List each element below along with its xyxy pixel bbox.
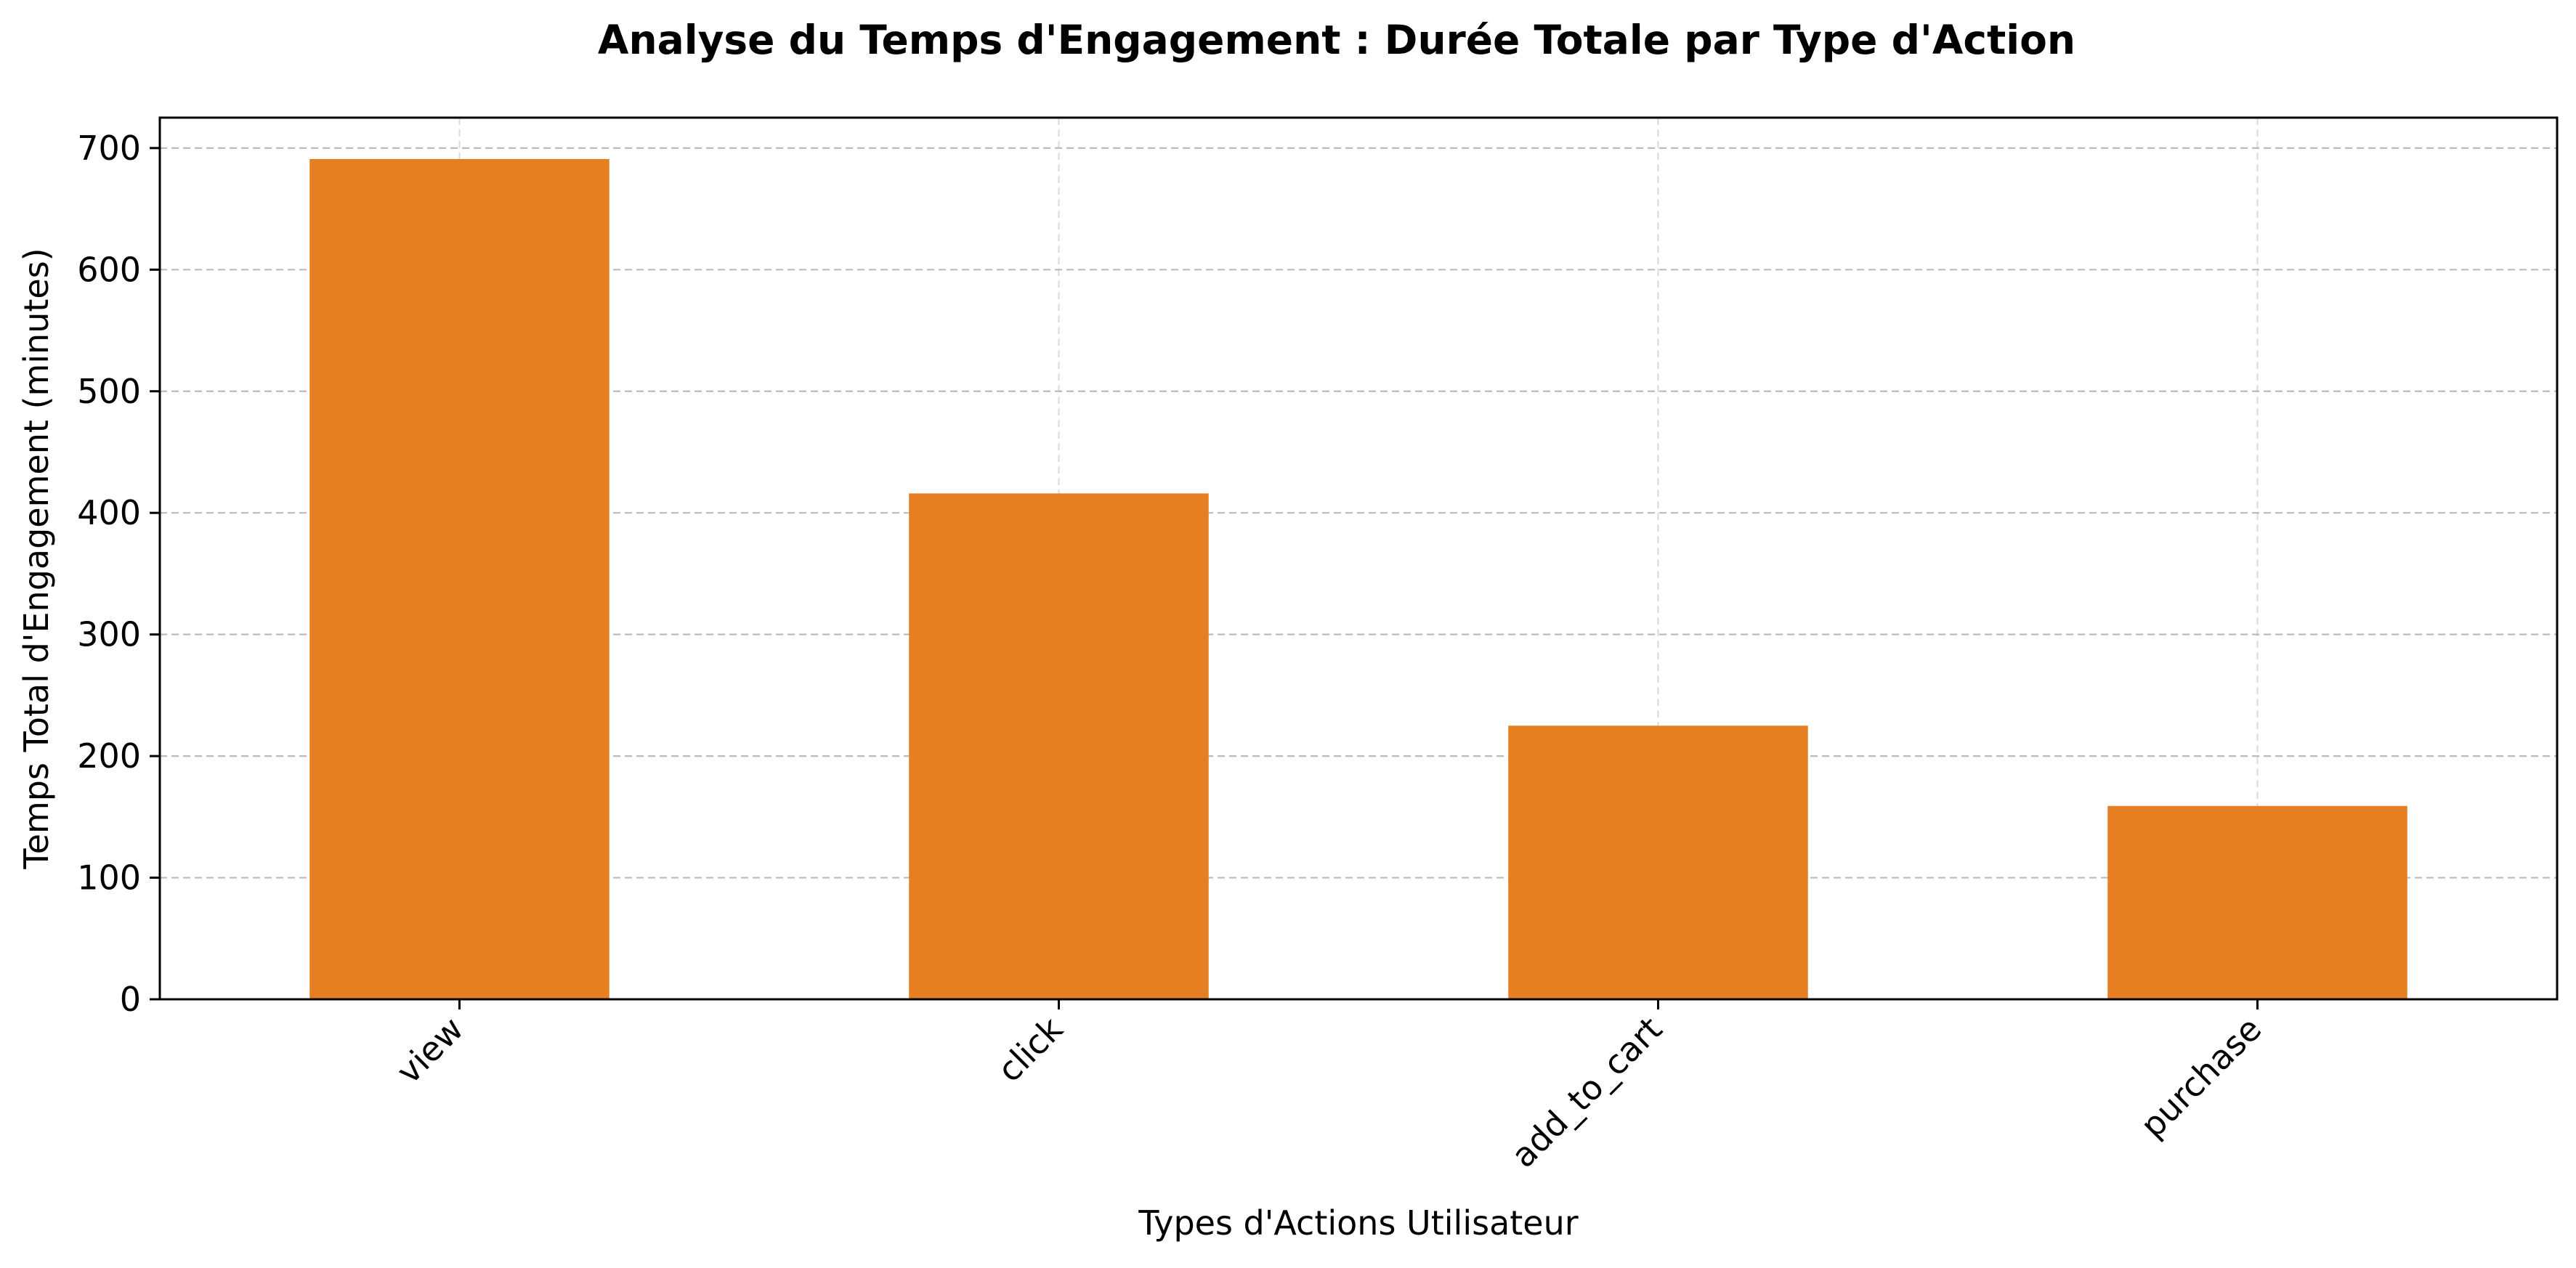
y-axis-label: Temps Total d'Engagement (minutes) [17, 248, 56, 869]
y-tick-label: 0 [120, 980, 141, 1019]
plot-frame [158, 116, 2559, 1001]
bars [309, 158, 2407, 1000]
bar-click [909, 493, 1209, 999]
bar-purchase [2107, 805, 2407, 999]
bar-add-to-cart [1508, 726, 1808, 999]
y-tick-label: 500 [77, 372, 141, 411]
y-tick-label: 600 [77, 250, 141, 289]
y-tick-label: 300 [77, 615, 141, 654]
y-tick-label: 700 [77, 129, 141, 168]
x-axis-label: Types d'Actions Utilisateur [1138, 1203, 1578, 1243]
y-tick-label: 100 [77, 858, 141, 898]
y-tick-label: 200 [77, 736, 141, 776]
bar-view [309, 158, 609, 1000]
chart-title: Analyse du Temps d'Engagement : Durée To… [598, 17, 2075, 63]
y-tick-label: 400 [77, 493, 141, 532]
